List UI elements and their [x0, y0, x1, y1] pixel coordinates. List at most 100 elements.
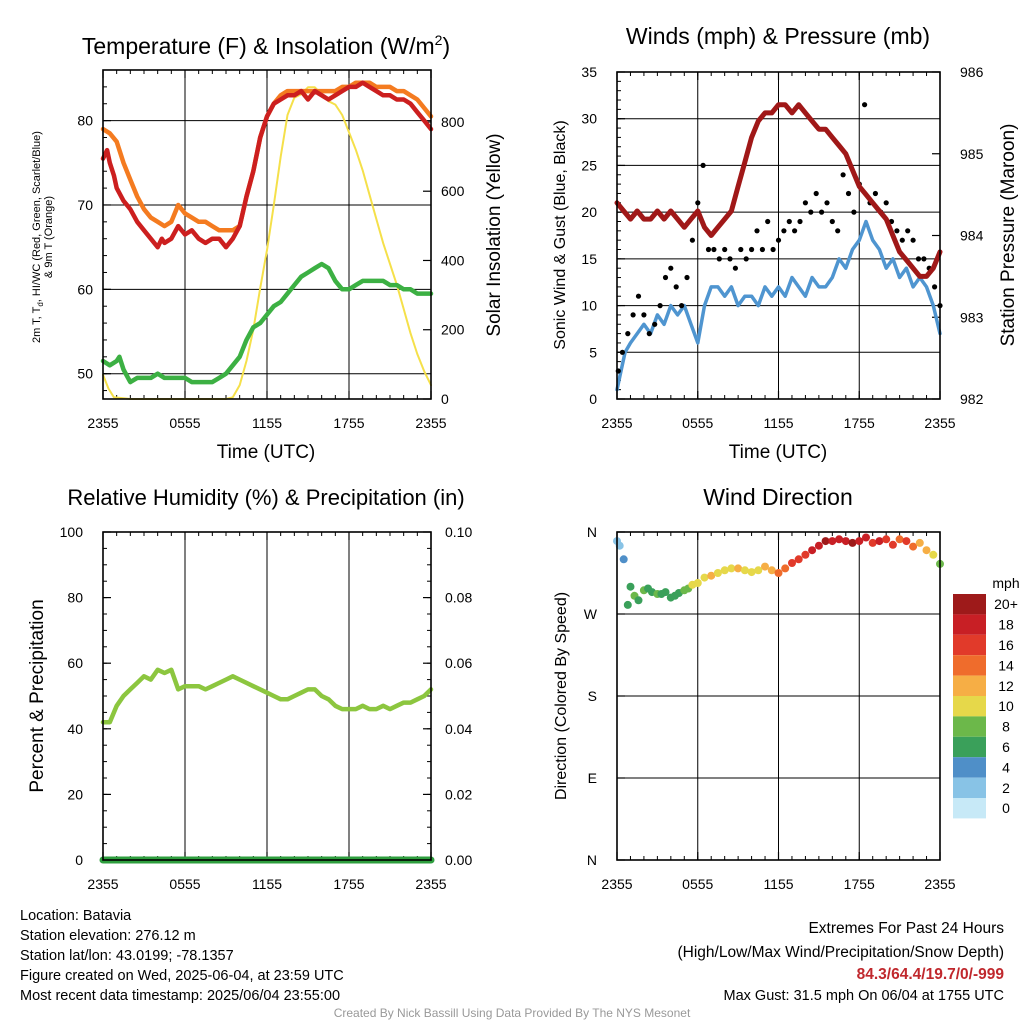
rh-border: [102, 531, 432, 861]
wind-direction-point: [814, 541, 823, 550]
wind-gust-point: [662, 274, 669, 281]
wind-direction-point: [909, 542, 918, 551]
winds-panel: Winds (mph) & Pressure (mb) Sonic Wind &…: [552, 23, 1019, 463]
wind-gust-point: [910, 237, 916, 243]
wind-gust-point: [792, 228, 798, 234]
legend-label: 8: [1002, 719, 1010, 735]
wdir-xtick-label: 1155: [763, 876, 793, 892]
winds-xtick-label: 0555: [682, 415, 713, 431]
wind-gust-point: [845, 190, 852, 197]
pressure-ytick-label: 984: [960, 228, 984, 244]
wind-direction-point: [929, 550, 938, 559]
wind-gust-point: [700, 162, 706, 168]
legend-label: 0: [1002, 800, 1010, 816]
wind-direction-point: [794, 555, 803, 564]
wind-direction-point: [875, 537, 884, 546]
wind-gust-point: [759, 246, 766, 253]
wind-gust-point: [619, 349, 626, 355]
legend-swatch: [953, 736, 986, 758]
station-elevation: Station elevation: 276.12 m: [20, 928, 196, 944]
temperature-ylabel: 2m T, Td, HI/WC (Red, Green, Scarlet/Blu…: [31, 131, 55, 343]
wind-direction-point: [754, 566, 763, 575]
legend-label: 20+: [994, 596, 1018, 612]
wind-gust-point: [883, 200, 889, 206]
temp-ytick-label: 50: [77, 366, 93, 382]
humidity-ylabel: Percent & Precipitation: [27, 599, 48, 792]
precip-ytick-label: 0.00: [445, 852, 472, 868]
wind-gust-point: [727, 256, 733, 262]
wind-gust-point: [775, 237, 782, 243]
rh-series: [100, 667, 434, 725]
insolation-ytick-label: 200: [441, 322, 465, 338]
wind-gust-point: [770, 246, 776, 253]
humidity-title: Relative Humidity (%) & Precipitation (i…: [67, 485, 464, 510]
wind-gust-point: [862, 102, 868, 108]
precip-ytick-label: 0.02: [445, 786, 472, 802]
rh-ytick-label: 60: [67, 655, 83, 671]
wind-gust-point: [894, 228, 900, 234]
direction-title: Wind Direction: [703, 484, 853, 510]
wind-direction-point: [888, 540, 897, 549]
pressure-ylabel: Station Pressure (Maroon): [998, 124, 1019, 347]
wind-direction-point: [828, 537, 837, 546]
wind-gust-point: [813, 190, 819, 197]
temp-ytick-label: 70: [77, 197, 93, 213]
wind-gust-point: [840, 172, 846, 178]
insolation-ytick-label: 600: [441, 183, 465, 199]
wind-gust-point: [689, 237, 696, 243]
temp-xtick-label: 1755: [333, 415, 364, 431]
pressure-ytick-label: 983: [960, 309, 984, 325]
rh-ytick-label: 20: [67, 786, 83, 802]
legend-swatch: [953, 696, 986, 717]
legend-label: 12: [998, 678, 1014, 694]
wind-gust-point: [732, 265, 739, 271]
legend-title: mph: [992, 575, 1019, 591]
legend-swatch: [953, 634, 986, 656]
rh-frame: 2355 0555 1155 1755 2355: [87, 532, 447, 892]
humidity-panel: Relative Humidity (%) & Precipitation (i…: [27, 485, 472, 892]
wind-direction-point: [848, 538, 857, 547]
precip-ytick-label: 0.10: [445, 524, 472, 540]
wind-direction-point: [767, 566, 776, 575]
temp-ytick-label: 60: [77, 281, 93, 297]
wind-direction-point: [882, 535, 891, 544]
wdir-ytick-label: W: [584, 606, 598, 622]
wind-direction-point: [619, 555, 628, 564]
winds-ytick-label: 0: [589, 391, 597, 407]
wind-gust-point: [641, 312, 647, 318]
wdir-xtick-label: 0555: [682, 876, 713, 892]
legend-swatch: [953, 716, 986, 737]
direction-panel: Wind Direction Direction (Colored By Spe…: [553, 484, 1020, 892]
extremes-subtitle: (High/Low/Max Wind/Precipitation/Snow De…: [677, 944, 1005, 961]
wind-gust-point: [743, 256, 749, 262]
wind-direction-point: [774, 569, 783, 577]
wind-direction-point: [713, 569, 722, 577]
wind-gust-point: [786, 218, 792, 225]
wind-direction-point: [855, 537, 864, 546]
insolation-ytick-label: 400: [441, 252, 465, 268]
rh-ytick-label: 40: [67, 721, 83, 737]
precip-ytick-label: 0.04: [445, 721, 472, 737]
winds-xtick-label: 2355: [924, 415, 955, 431]
wind-gust-point: [652, 321, 658, 327]
legend-label: 6: [1002, 739, 1010, 755]
legend-swatch: [953, 655, 986, 676]
wind-direction-point: [902, 537, 911, 546]
extremes-values: 84.3/64.4/19.7/0/-999: [856, 966, 1004, 983]
legend-label: 2: [1002, 780, 1010, 796]
temp-xtick-label: 1155: [252, 415, 282, 431]
wind-gust-point: [932, 284, 938, 290]
wind-gust-point: [684, 274, 690, 281]
wdir-border: [616, 531, 941, 861]
wind-direction-point: [801, 550, 810, 559]
wdir-ytick-label: S: [588, 688, 597, 704]
temp-xtick-label: 0555: [169, 415, 200, 431]
winds-ytick-label: 20: [581, 204, 597, 220]
legend-swatch: [953, 614, 986, 635]
wind-gust-point: [808, 209, 814, 215]
pressure-ytick-label: 982: [960, 391, 984, 407]
direction-ylabel: Direction (Colored By Speed): [553, 592, 570, 800]
wind-gust-point: [657, 303, 663, 309]
wind-gust-point: [872, 190, 879, 197]
